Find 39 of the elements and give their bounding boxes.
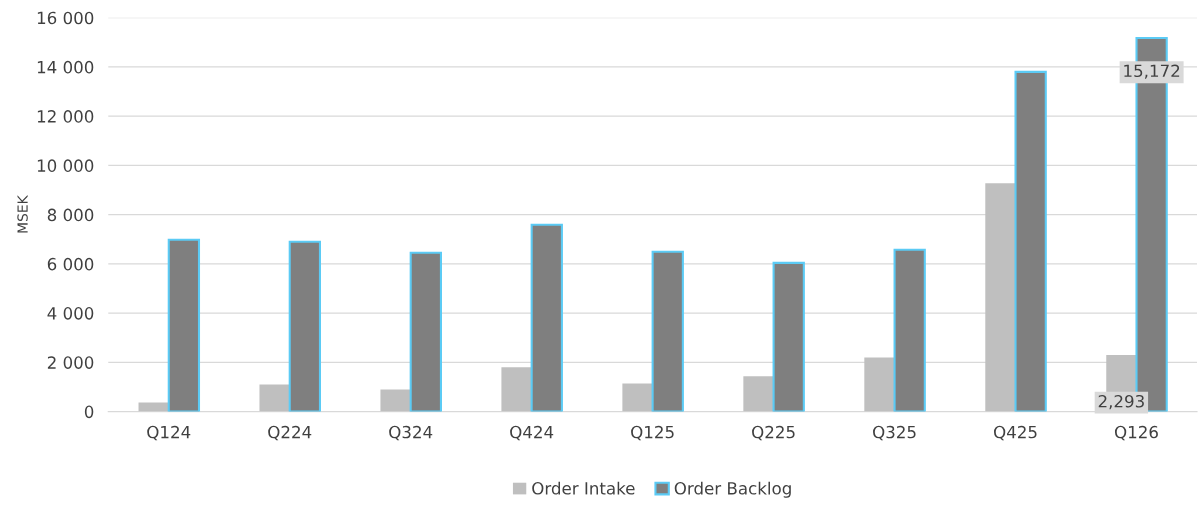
bar — [167, 238, 201, 412]
y-tick-label: 0 — [84, 405, 94, 419]
x-tick-label: Q325 — [873, 425, 916, 441]
y-tick-label: 6 000 — [47, 257, 94, 271]
y-tick-label: 2 000 — [47, 356, 94, 369]
data-label: 15,172 — [1124, 64, 1180, 79]
bar — [985, 183, 1016, 412]
y-tick-label: 12 000 — [37, 110, 94, 123]
bar — [259, 384, 290, 412]
bar — [380, 389, 411, 412]
x-tick-label: Q425 — [994, 425, 1037, 441]
y-tick-label: 16 000 — [37, 11, 94, 25]
bar — [622, 383, 653, 412]
x-tick-label: Q126 — [1114, 425, 1158, 441]
bar — [501, 367, 532, 412]
x-tick-label: Q225 — [752, 425, 795, 441]
y-axis-title: MSEK — [17, 194, 28, 233]
y-tick-label: 14 000 — [37, 60, 94, 74]
y-tick-label: 10 000 — [37, 159, 94, 172]
y-tick-label: 4 000 — [47, 307, 94, 320]
x-tick-label: Q324 — [389, 425, 433, 441]
x-tick-label: Q224 — [268, 425, 312, 441]
bar — [772, 261, 805, 412]
x-tick-label: Q124 — [147, 425, 191, 441]
x-tick-label: Q424 — [510, 425, 554, 441]
bar — [864, 357, 895, 412]
x-tick-label: Q125 — [631, 425, 674, 441]
bar — [530, 223, 563, 412]
bar — [743, 376, 774, 412]
legend-label: Order Intake — [532, 481, 635, 495]
bar — [409, 251, 442, 412]
bar — [893, 248, 926, 412]
bar — [138, 402, 169, 412]
bar — [288, 240, 321, 412]
bar — [651, 250, 684, 412]
data-label: 2,293 — [1098, 394, 1144, 410]
y-tick-label: 8 000 — [47, 208, 94, 222]
bar — [1014, 70, 1047, 412]
legend-label: Order Backlog — [674, 481, 791, 498]
